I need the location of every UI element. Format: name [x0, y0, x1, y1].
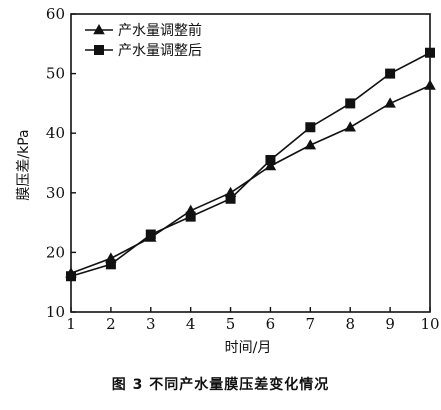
x-tick-label: 7	[306, 315, 316, 333]
triangle-point	[344, 121, 356, 132]
triangle-point	[384, 97, 396, 108]
triangle-point	[424, 79, 436, 90]
x-tick-label: 10	[420, 315, 439, 333]
series-2	[66, 47, 435, 282]
ticks: 10 20 30 40 50 60 1 2 3 4 5 6 7 8 9 10	[46, 5, 440, 333]
square-point	[385, 68, 396, 79]
figure-caption: 图 3 不同产水量膜压差变化情况	[111, 377, 330, 393]
y-axis-title: 膜压差/kPa	[16, 129, 32, 200]
legend-label: 产水量调整后	[118, 43, 202, 59]
x-tick-label: 4	[186, 315, 196, 333]
x-tick-label: 9	[385, 315, 395, 333]
square-point	[265, 155, 276, 166]
square-point	[225, 193, 236, 204]
axes	[70, 13, 431, 313]
square-point	[305, 122, 316, 133]
triangle-point	[264, 159, 277, 171]
x-tick-label: 3	[146, 315, 156, 333]
legend-label: 产水量调整前	[118, 22, 202, 39]
plot-frame	[70, 13, 431, 313]
triangle-point	[304, 139, 317, 150]
legend-triangle-icon	[93, 24, 105, 35]
y-tick-label: 60	[46, 5, 65, 23]
square-point	[66, 271, 76, 282]
y-tick-label: 30	[46, 184, 65, 202]
y-tick-label: 50	[46, 65, 65, 83]
legend-square-icon	[94, 45, 104, 55]
square-point	[345, 98, 356, 109]
x-tick-label: 2	[106, 315, 116, 333]
square-point	[185, 211, 196, 222]
y-tick-label: 40	[46, 124, 65, 142]
square-point	[425, 47, 435, 58]
x-tick-label: 6	[266, 315, 276, 333]
y-tick-label: 10	[46, 303, 65, 321]
series-layer	[65, 47, 436, 282]
x-tick-label: 1	[66, 315, 76, 333]
legend-entry: 产水量调整前	[85, 22, 202, 39]
x-tick-label: 8	[345, 315, 355, 333]
y-tick-label: 20	[46, 243, 65, 261]
legend-entry: 产水量调整后	[85, 43, 202, 59]
x-tick-label: 5	[226, 315, 236, 333]
x-axis-title: 时间/月	[225, 340, 272, 356]
square-point	[145, 229, 156, 240]
series-line	[70, 52, 431, 278]
square-point	[105, 259, 116, 270]
